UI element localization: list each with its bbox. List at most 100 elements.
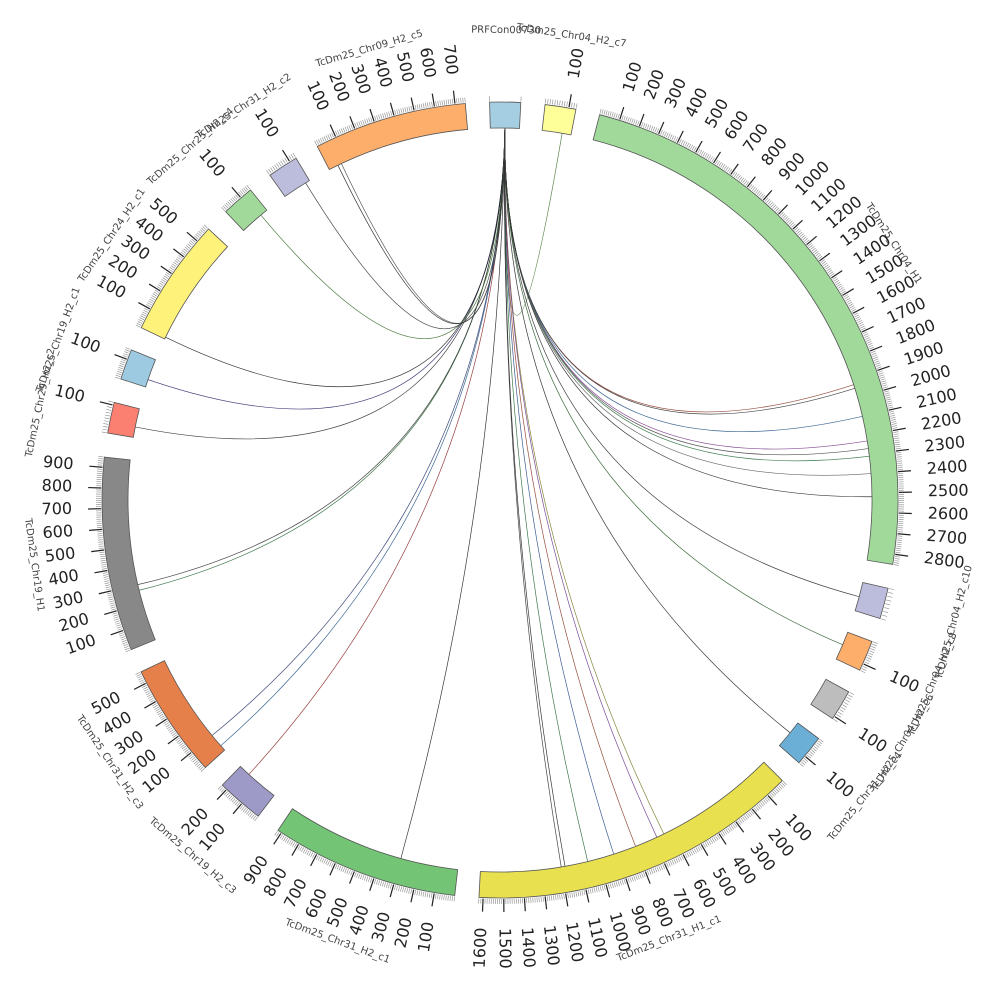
minor-tick <box>865 338 870 340</box>
minor-tick <box>123 644 128 646</box>
minor-tick <box>197 233 201 236</box>
minor-tick <box>384 882 385 887</box>
minor-tick <box>351 871 353 876</box>
minor-tick <box>111 607 116 608</box>
minor-tick <box>229 200 232 204</box>
minor-tick <box>848 302 852 304</box>
minor-tick <box>121 361 126 363</box>
minor-tick <box>188 244 192 247</box>
minor-tick <box>368 877 370 882</box>
minor-tick <box>427 103 428 108</box>
minor-tick <box>895 556 900 557</box>
tick-label: 100 <box>855 724 891 757</box>
minor-tick <box>331 863 333 868</box>
minor-tick <box>301 847 303 851</box>
minor-tick <box>382 882 383 887</box>
major-tick <box>659 122 664 134</box>
segment-tcdm25-chr31-h2-c1[interactable]: 100200300400500600700800900TcDm25_Chr31_… <box>239 809 457 966</box>
minor-tick <box>114 619 119 620</box>
minor-tick <box>320 857 322 861</box>
minor-tick <box>829 272 833 275</box>
minor-tick <box>784 217 788 221</box>
minor-tick <box>873 357 878 359</box>
minor-tick <box>98 542 103 543</box>
minor-tick <box>419 104 420 109</box>
segment-arc <box>141 229 227 339</box>
minor-tick <box>661 130 663 135</box>
segment-tcdm25-chr04-h1[interactable]: 1002003004005006007008009001000110012001… <box>593 59 969 572</box>
segment-tcdm25-chr31-h1-c1[interactable]: 1002003004005006007008009001000110012001… <box>470 762 816 969</box>
minor-tick <box>148 301 152 303</box>
minor-tick <box>823 263 827 266</box>
minor-tick <box>763 800 766 804</box>
minor-tick <box>612 883 613 888</box>
minor-tick <box>739 177 742 181</box>
segment-arc <box>108 402 140 437</box>
minor-tick <box>268 169 271 173</box>
minor-tick <box>714 837 717 841</box>
minor-tick <box>622 880 624 885</box>
minor-tick <box>757 191 760 195</box>
minor-tick <box>869 345 874 347</box>
minor-tick <box>115 377 120 379</box>
minor-tick <box>371 117 373 122</box>
minor-tick <box>332 133 334 138</box>
major-tick <box>370 879 374 891</box>
segment-tcdm25-chr04-h2-c10[interactable]: TcDm25_Chr04_H2_c10 <box>855 564 975 681</box>
minor-tick <box>584 890 585 895</box>
minor-tick <box>405 107 406 112</box>
major-tick <box>864 664 876 669</box>
link-tcdm25-chr31-h1-c1 <box>505 128 664 834</box>
tick-label: 1200 <box>562 920 587 963</box>
minor-tick <box>178 741 182 744</box>
minor-tick <box>220 787 223 791</box>
minor-tick <box>291 841 294 845</box>
link-tcdm25-chr19-h2-c3 <box>249 128 505 774</box>
minor-tick <box>746 814 749 818</box>
minor-tick <box>685 854 687 858</box>
minor-tick <box>612 112 613 117</box>
link-tcdm25-chr31-h1-c1 <box>505 128 614 854</box>
minor-tick <box>101 562 106 563</box>
minor-tick <box>759 192 762 196</box>
minor-tick <box>102 566 107 567</box>
minor-tick <box>137 674 141 676</box>
minor-tick <box>897 457 902 458</box>
segment-name: TcDm25_Chr31_H2_c4 <box>825 750 904 844</box>
minor-tick <box>692 146 694 150</box>
minor-tick <box>637 121 639 126</box>
minor-tick <box>137 676 141 678</box>
minor-tick <box>147 303 151 305</box>
segment-prfcon00730[interactable]: PRFCon00730 <box>471 25 541 129</box>
minor-tick <box>861 328 866 330</box>
minor-tick <box>193 759 197 762</box>
minor-tick <box>165 274 169 277</box>
minor-tick <box>885 604 890 605</box>
tick-label: 300 <box>368 910 394 945</box>
minor-tick <box>710 156 713 160</box>
minor-tick <box>855 315 859 317</box>
minor-tick <box>432 102 433 107</box>
minor-tick <box>341 129 343 134</box>
minor-tick <box>576 103 577 108</box>
segment-tcdm25-chr19-h1[interactable]: 100200300400500600700800900TcDm25_Chr19_… <box>22 452 155 658</box>
minor-tick <box>337 865 339 870</box>
minor-tick <box>641 122 643 127</box>
minor-tick <box>852 309 856 311</box>
minor-tick <box>861 671 866 673</box>
minor-tick <box>243 808 246 812</box>
minor-tick <box>856 317 860 319</box>
minor-tick <box>696 848 698 852</box>
minor-tick <box>610 884 611 889</box>
minor-tick <box>879 373 884 375</box>
minor-tick <box>456 98 457 103</box>
minor-tick <box>355 123 357 128</box>
minor-tick <box>846 298 850 300</box>
minor-tick <box>411 889 412 894</box>
minor-tick <box>741 818 744 822</box>
